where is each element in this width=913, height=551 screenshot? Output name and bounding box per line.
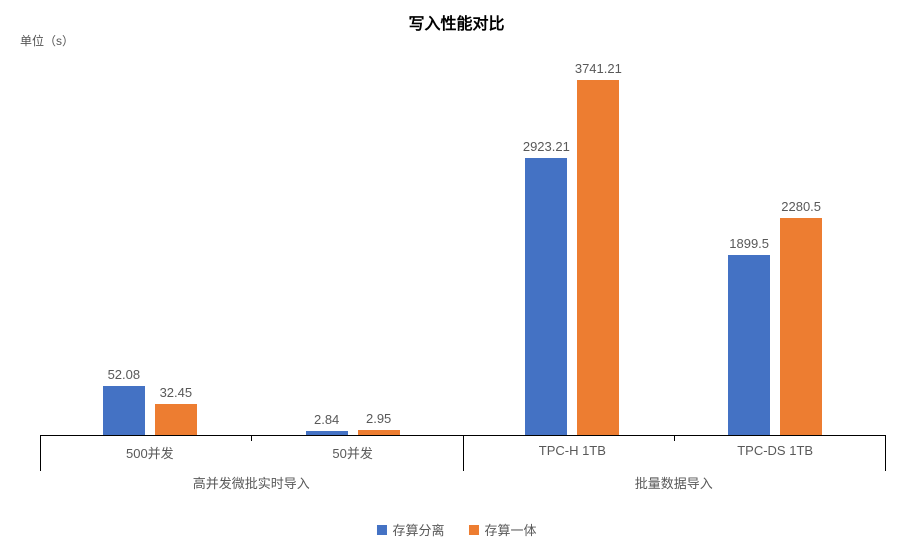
value-label: 1899.5 — [709, 236, 789, 251]
legend: 存算分离 存算一体 — [376, 520, 536, 539]
category-label: TPC-H 1TB — [512, 443, 632, 458]
bar — [358, 430, 400, 435]
category-label: 50并发 — [293, 443, 413, 462]
value-label: 2.95 — [339, 411, 419, 426]
chart-title: 写入性能对比 — [20, 10, 893, 34]
bar — [780, 218, 822, 435]
value-label: 3741.21 — [558, 61, 638, 76]
bar — [155, 404, 197, 435]
legend-item: 存算一体 — [469, 520, 537, 539]
value-label: 2280.5 — [761, 199, 841, 214]
legend-swatch — [376, 525, 386, 535]
unit-label: 单位（s） — [20, 32, 74, 49]
category-tick — [674, 435, 675, 441]
chart-container: 写入性能对比 单位（s） 52.0832.45500并发2.842.9550并发… — [0, 0, 913, 551]
group-tick — [463, 435, 464, 471]
category-label: TPC-DS 1TB — [715, 443, 835, 458]
category-label: 500并发 — [90, 443, 210, 462]
bar — [306, 431, 348, 435]
plot-area: 52.0832.45500并发2.842.9550并发高并发微批实时导入2923… — [40, 55, 885, 435]
group-tick — [885, 435, 886, 471]
bar — [728, 255, 770, 436]
legend-label: 存算分离 — [392, 520, 444, 539]
category-tick — [251, 435, 252, 441]
bar — [577, 80, 619, 435]
group-label: 高并发微批实时导入 — [151, 473, 351, 492]
legend-label: 存算一体 — [485, 520, 537, 539]
legend-item: 存算分离 — [376, 520, 444, 539]
group-label: 批量数据导入 — [574, 473, 774, 492]
legend-swatch — [469, 525, 479, 535]
value-label: 32.45 — [136, 385, 216, 400]
group-tick — [40, 435, 41, 471]
value-label: 52.08 — [84, 367, 164, 382]
bar — [525, 158, 567, 435]
value-label: 2923.21 — [506, 139, 586, 154]
